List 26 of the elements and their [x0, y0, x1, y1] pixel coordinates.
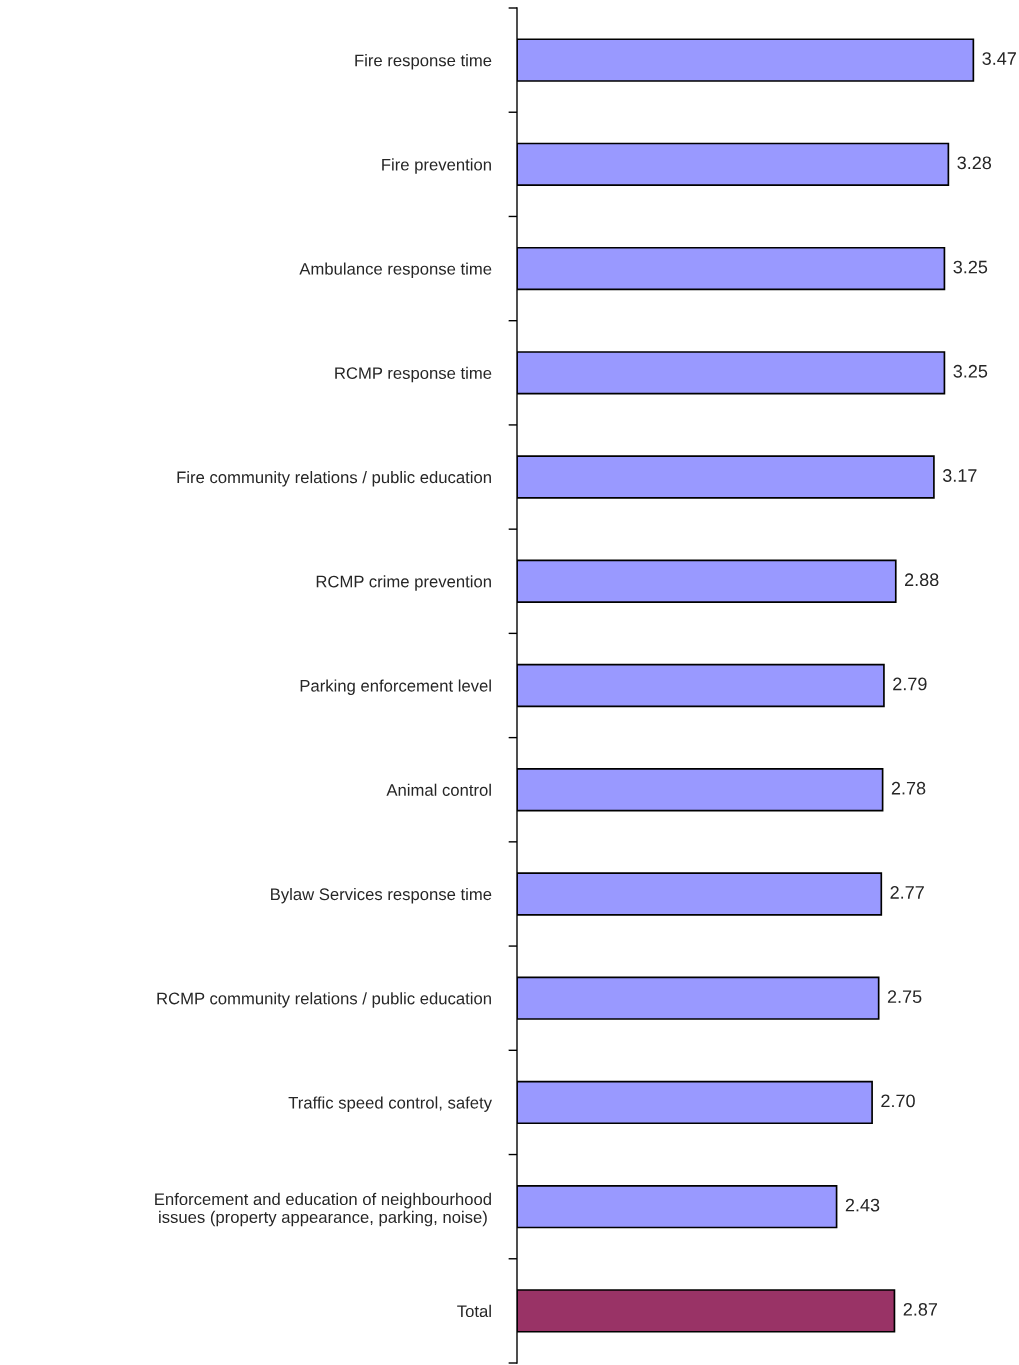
- data-label: 2.43: [845, 1198, 880, 1212]
- data-label: 3.47: [982, 52, 1016, 65]
- data-label: 2.88: [905, 573, 939, 587]
- data-label: 2.78: [891, 781, 926, 795]
- y-tick-label: RCMP response time: [335, 366, 492, 383]
- y-tick-label: Fire community relations / public education: [177, 471, 491, 487]
- data-label: 3.28: [957, 156, 992, 170]
- y-tick-label: Enforcement and education of neighbourhood issues (property appearance, parking, noise): [155, 1192, 491, 1227]
- y-tick-label: Fire response time: [355, 54, 492, 70]
- data-label: 3.25: [953, 260, 988, 274]
- y-tick-label: Ambulance response time: [299, 262, 492, 279]
- data-label: 2.75: [887, 990, 922, 1004]
- data-label: 3.17: [942, 469, 977, 482]
- y-tick-label: Traffic speed control, safety: [288, 1096, 492, 1112]
- y-tick-label: Animal control: [386, 783, 491, 796]
- y-tick-label: Parking enforcement level: [300, 679, 491, 695]
- data-label: 2.87: [903, 1302, 938, 1316]
- y-tick-label: Fire prevention: [382, 158, 491, 174]
- y-tick-label: Bylaw Services response time: [271, 887, 492, 904]
- y-tick-label: Total: [457, 1304, 491, 1318]
- data-label: 2.70: [881, 1094, 915, 1108]
- data-label: 2.79: [893, 677, 927, 691]
- y-tick-label: RCMP community relations / public education: [157, 992, 491, 1008]
- data-label: 3.25: [953, 364, 988, 378]
- y-tick-label: RCMP crime prevention: [316, 575, 491, 591]
- data-label: 2.77: [890, 886, 924, 899]
